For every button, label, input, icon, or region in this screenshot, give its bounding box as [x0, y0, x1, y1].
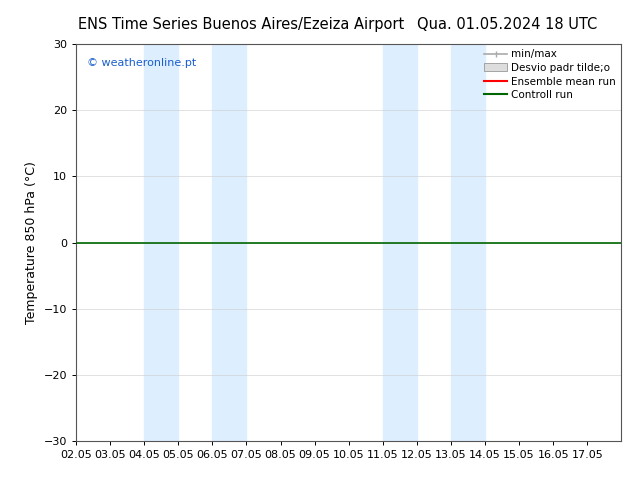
Text: © weatheronline.pt: © weatheronline.pt: [87, 58, 197, 68]
Text: Qua. 01.05.2024 18 UTC: Qua. 01.05.2024 18 UTC: [417, 17, 597, 32]
Bar: [212, 44, 247, 441]
Text: ENS Time Series Buenos Aires/Ezeiza Airport: ENS Time Series Buenos Aires/Ezeiza Airp…: [78, 17, 404, 32]
Bar: [451, 44, 485, 441]
Y-axis label: Temperature 850 hPa (°C): Temperature 850 hPa (°C): [25, 161, 38, 324]
Bar: [144, 44, 178, 441]
Legend: min/max, Desvio padr tilde;o, Ensemble mean run, Controll run: min/max, Desvio padr tilde;o, Ensemble m…: [481, 46, 619, 103]
Bar: [383, 44, 417, 441]
